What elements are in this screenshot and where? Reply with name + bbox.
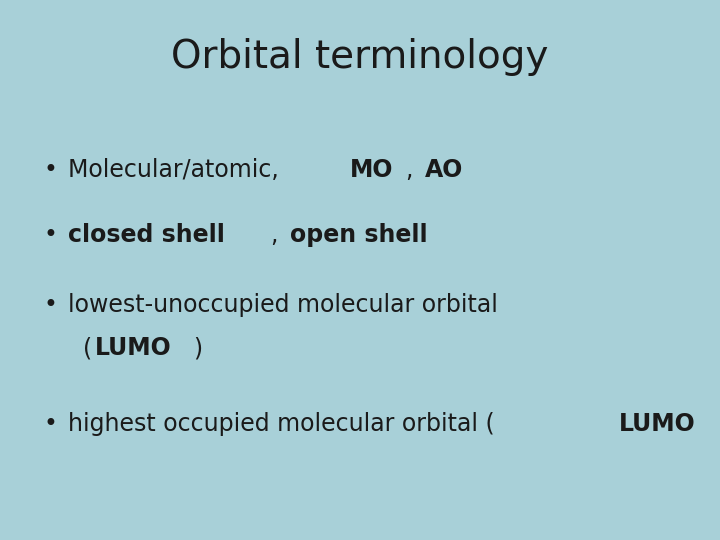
Text: ): ): [718, 412, 720, 436]
Text: ,: ,: [406, 158, 421, 182]
Text: ): ): [194, 336, 203, 360]
Text: ,: ,: [271, 223, 286, 247]
Text: Orbital terminology: Orbital terminology: [171, 38, 549, 76]
Text: MO: MO: [350, 158, 394, 182]
Text: highest occupied molecular orbital (: highest occupied molecular orbital (: [68, 412, 495, 436]
Text: lowest-unoccupied molecular orbital: lowest-unoccupied molecular orbital: [68, 293, 498, 317]
Text: open shell: open shell: [290, 223, 428, 247]
Text: AO: AO: [426, 158, 464, 182]
Text: LUMO: LUMO: [94, 336, 171, 360]
Text: closed shell: closed shell: [68, 223, 225, 247]
Text: LUMO: LUMO: [619, 412, 696, 436]
Text: •: •: [43, 293, 58, 317]
Text: •: •: [43, 223, 58, 247]
Text: Molecular/atomic,: Molecular/atomic,: [68, 158, 287, 182]
Text: •: •: [43, 158, 58, 182]
Text: •: •: [43, 412, 58, 436]
Text: (: (: [83, 336, 92, 360]
